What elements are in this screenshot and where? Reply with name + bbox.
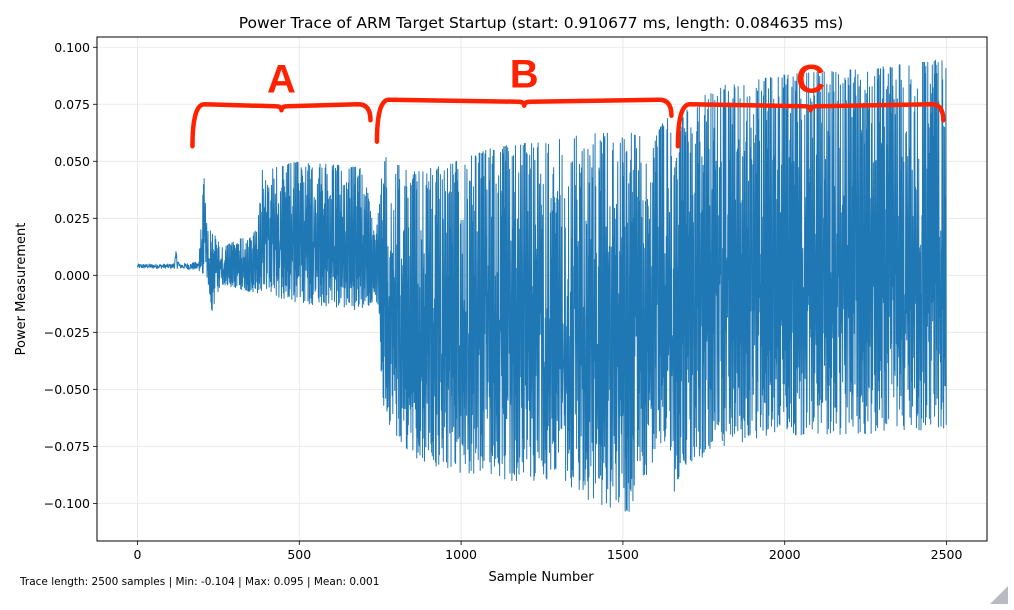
annotation-label: B <box>510 53 539 97</box>
region-annotations: A B C <box>190 53 946 149</box>
annotation-label: A <box>267 57 296 101</box>
trace-line <box>136 59 947 512</box>
y-tick-label: −0.100 <box>44 496 90 511</box>
x-tick-label: 1500 <box>607 547 639 562</box>
y-axis-label: Power Measurement <box>14 223 29 356</box>
x-axis: 0 500 1000 1500 2000 2500 <box>133 541 962 562</box>
trace-stats-footer: Trace length: 2500 samples | Min: -0.104… <box>20 576 380 588</box>
annotation-label: C <box>796 57 825 101</box>
y-tick-label: 0.050 <box>54 154 90 169</box>
annotation-brace <box>675 102 946 149</box>
y-tick-label: 0.100 <box>54 40 90 55</box>
plot-frame <box>96 36 988 542</box>
x-tick-label: 2500 <box>931 547 963 562</box>
resize-grip-icon[interactable] <box>990 586 1008 604</box>
x-tick-label: 1000 <box>445 547 477 562</box>
y-axis: 0.100 0.075 0.050 0.025 0.000 −0.025 −0.050 −0.… <box>44 40 97 511</box>
x-axis-label: Sample Number <box>488 570 594 585</box>
y-tick-label: 0.000 <box>54 268 90 283</box>
y-tick-label: −0.050 <box>44 382 90 397</box>
x-tick-label: 500 <box>287 547 311 562</box>
annotation-brace <box>374 97 674 144</box>
trace-series <box>136 59 947 512</box>
x-tick-label: 0 <box>133 547 141 562</box>
annotation-brace <box>190 102 373 149</box>
y-tick-label: 0.075 <box>54 97 90 112</box>
chart-title: Power Trace of ARM Target Startup (start… <box>239 14 844 32</box>
y-tick-label: −0.075 <box>44 439 90 454</box>
x-tick-label: 2000 <box>769 547 801 562</box>
y-tick-label: 0.025 <box>54 211 90 226</box>
y-tick-label: −0.025 <box>44 325 90 340</box>
